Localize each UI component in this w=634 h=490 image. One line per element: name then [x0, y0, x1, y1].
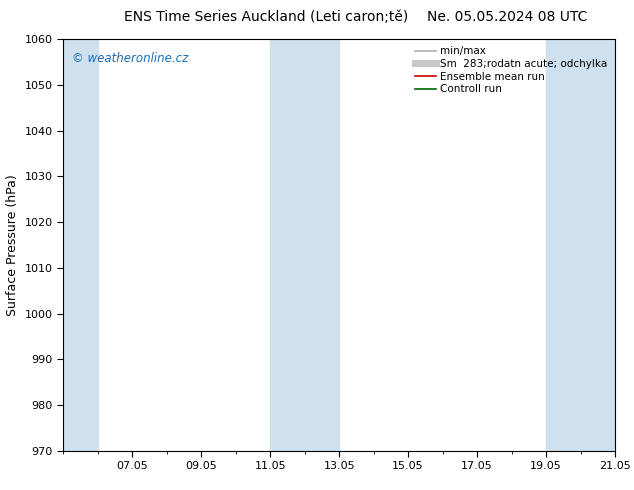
Bar: [546, 39, 615, 451]
Legend: min/max, Sm  283;rodatn acute; odchylka, Ensemble mean run, Controll run: min/max, Sm 283;rodatn acute; odchylka, …: [413, 45, 610, 97]
Text: Ne. 05.05.2024 08 UTC: Ne. 05.05.2024 08 UTC: [427, 10, 587, 24]
Bar: [270, 39, 339, 451]
Y-axis label: Surface Pressure (hPa): Surface Pressure (hPa): [6, 174, 19, 316]
Text: ENS Time Series Auckland (Leti caron;tě): ENS Time Series Auckland (Leti caron;tě): [124, 10, 408, 24]
Text: © weatheronline.cz: © weatheronline.cz: [72, 51, 188, 65]
Bar: [63, 39, 98, 451]
